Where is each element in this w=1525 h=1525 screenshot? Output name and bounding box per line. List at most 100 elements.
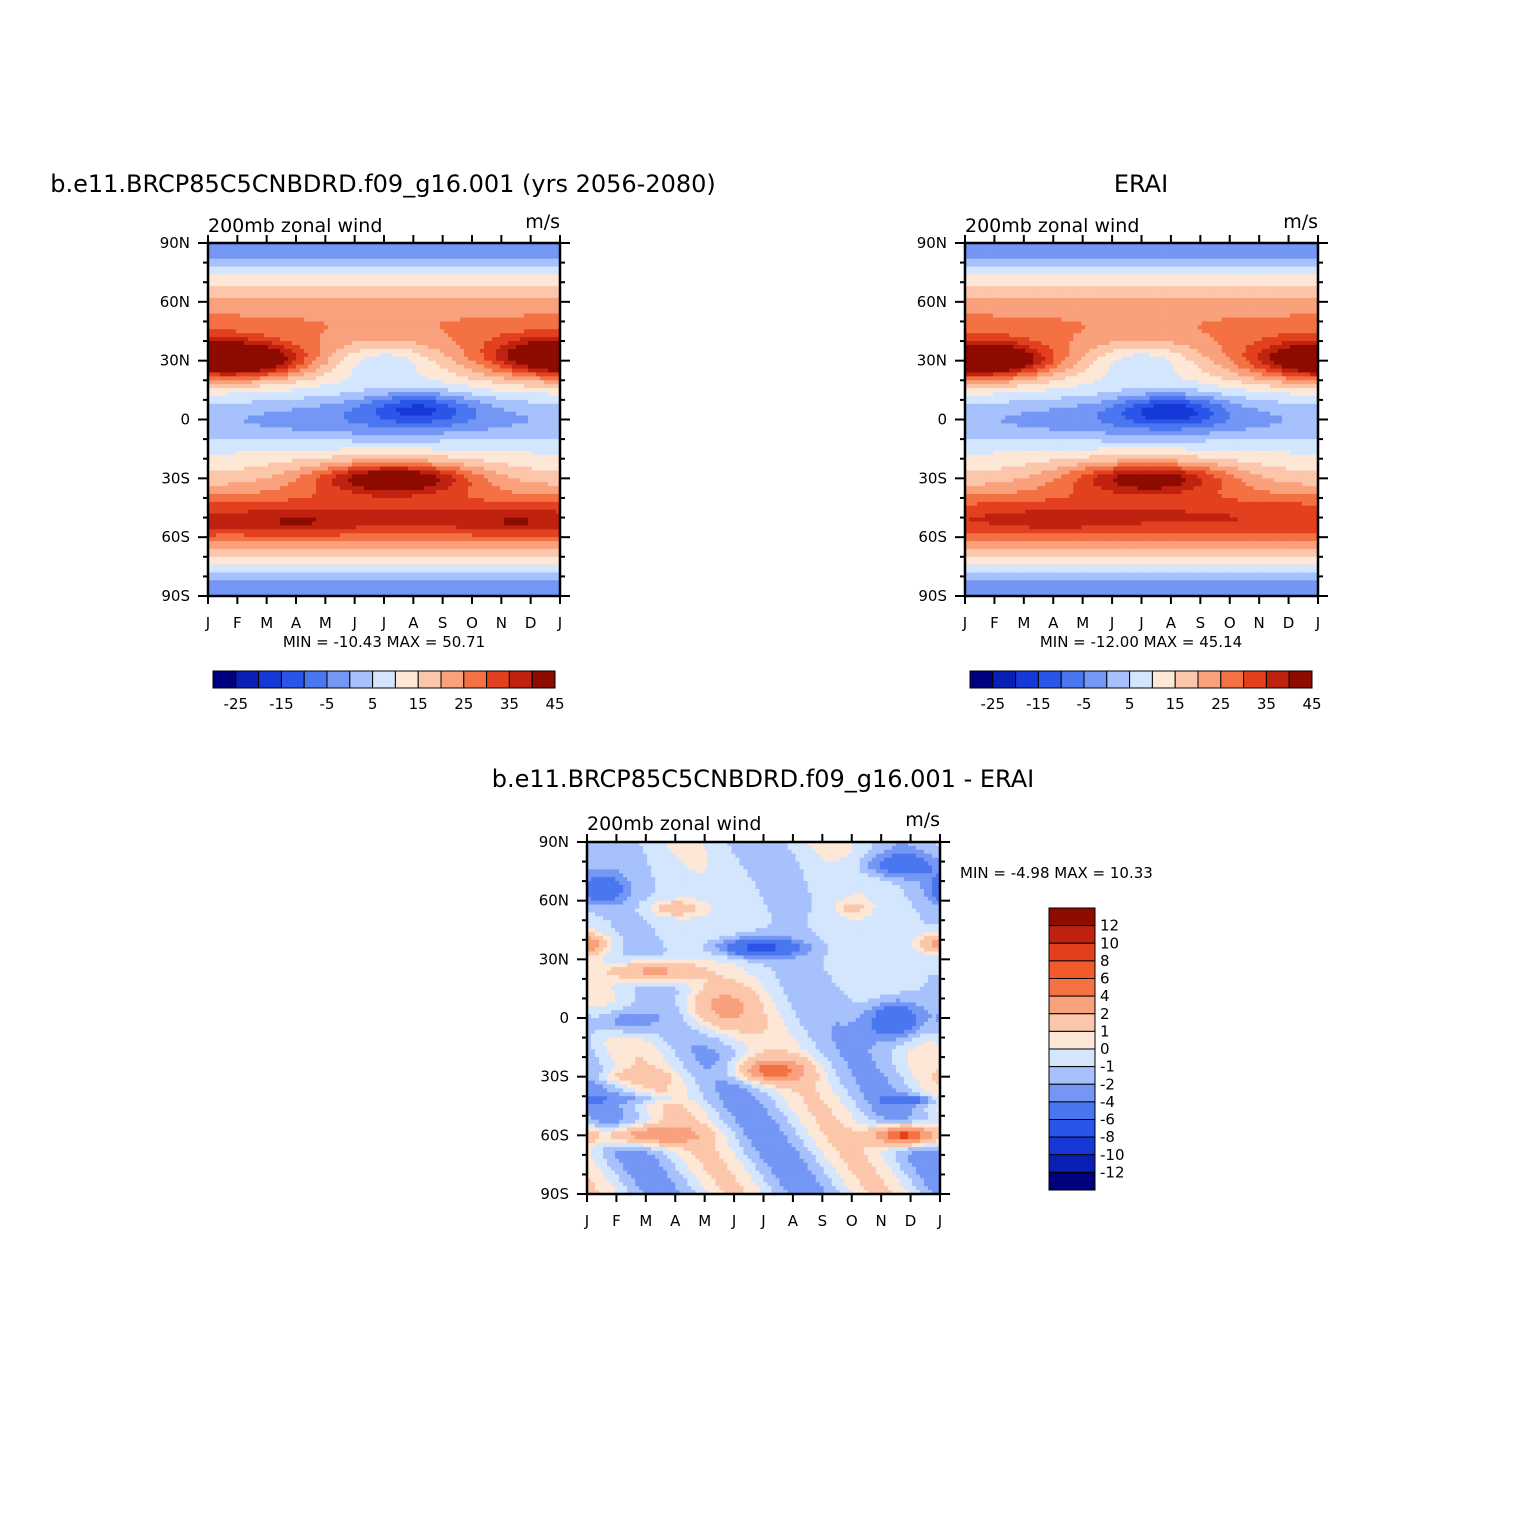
contour-cell (348, 247, 353, 252)
contour-cell (328, 267, 333, 272)
contour-cell (268, 255, 273, 260)
contour-cell (236, 333, 241, 338)
contour-cell (500, 298, 505, 303)
contour-cell (404, 451, 409, 456)
contour-cell (496, 274, 501, 279)
contour-cell (340, 463, 345, 468)
contour-cell (328, 365, 333, 370)
contour-cell (520, 416, 525, 421)
contour-cell (272, 427, 277, 432)
contour-cell (288, 341, 293, 346)
contour-cell (452, 369, 457, 374)
contour-cell (360, 286, 365, 291)
contour-cell (500, 321, 505, 326)
contour-cell (544, 306, 549, 311)
contour-cell (244, 333, 249, 338)
contour-cell (356, 325, 361, 330)
contour-cell (552, 376, 557, 381)
contour-cell (412, 294, 417, 299)
contour-cell (216, 416, 221, 421)
contour-cell (480, 369, 485, 374)
contour-cell (536, 420, 541, 425)
contour-cell (396, 459, 401, 464)
contour-cell (340, 349, 345, 354)
contour-cell (420, 337, 425, 342)
contour-cell (436, 392, 441, 397)
contour-cell (364, 455, 369, 460)
contour-cell (432, 404, 437, 409)
contour-cell (272, 255, 277, 260)
contour-cell (404, 270, 409, 275)
contour-cell (464, 345, 469, 350)
contour-cell (432, 455, 437, 460)
contour-cell (220, 341, 225, 346)
contour-cell (292, 361, 297, 366)
contour-cell (432, 267, 437, 272)
contour-cell (520, 306, 525, 311)
contour-cell (256, 361, 261, 366)
contour-cell (504, 372, 509, 377)
contour-cell (332, 435, 337, 440)
contour-cell (252, 400, 257, 405)
contour-cell (456, 404, 461, 409)
contour-cell (436, 306, 441, 311)
contour-cell (384, 290, 389, 295)
contour-cell (388, 298, 393, 303)
contour-cell (500, 282, 505, 287)
contour-cell (408, 408, 413, 413)
contour-cell (348, 435, 353, 440)
contour-cell (300, 361, 305, 366)
contour-cell (548, 396, 553, 401)
contour-cell (388, 353, 393, 358)
contour-cell (348, 294, 353, 299)
contour-cell (488, 427, 493, 432)
contour-cell (532, 404, 537, 409)
contour-cell (292, 247, 297, 252)
contour-cell (504, 251, 509, 256)
contour-cell (324, 290, 329, 295)
contour-cell (488, 380, 493, 385)
contour-cell (480, 345, 485, 350)
contour-cell (492, 423, 497, 428)
contour-cell (396, 365, 401, 370)
contour-cell (492, 443, 497, 448)
contour-cell (300, 337, 305, 342)
contour-cell (472, 459, 477, 464)
contour-cell (304, 369, 309, 374)
contour-cell (328, 259, 333, 264)
contour-cell (400, 380, 405, 385)
contour-cell (472, 412, 477, 417)
contour-cell (432, 451, 437, 456)
contour-cell (448, 376, 453, 381)
contour-cell (512, 325, 517, 330)
contour-cell (412, 400, 417, 405)
contour-cell (368, 412, 373, 417)
contour-cell (524, 298, 529, 303)
contour-cell (536, 274, 541, 279)
contour-cell (344, 325, 349, 330)
contour-cell (544, 251, 549, 256)
contour-cell (240, 259, 245, 264)
contour-cell (316, 251, 321, 256)
contour-cell (400, 455, 405, 460)
contour-cell (368, 361, 373, 366)
contour-cell (220, 314, 225, 319)
contour-cell (504, 443, 509, 448)
contour-cell (540, 286, 545, 291)
contour-cell (292, 318, 297, 323)
contour-cell (544, 365, 549, 370)
contour-cell (532, 329, 537, 334)
contour-cell (344, 431, 349, 436)
contour-cell (224, 314, 229, 319)
contour-cell (336, 451, 341, 456)
contour-cell (340, 404, 345, 409)
contour-cell (232, 439, 237, 444)
contour-cell (480, 455, 485, 460)
contour-cell (212, 267, 217, 272)
contour-cell (220, 447, 225, 452)
contour-cell (492, 388, 497, 393)
contour-cell (220, 251, 225, 256)
contour-cell (316, 443, 321, 448)
contour-cell (388, 396, 393, 401)
contour-cell (548, 302, 553, 307)
